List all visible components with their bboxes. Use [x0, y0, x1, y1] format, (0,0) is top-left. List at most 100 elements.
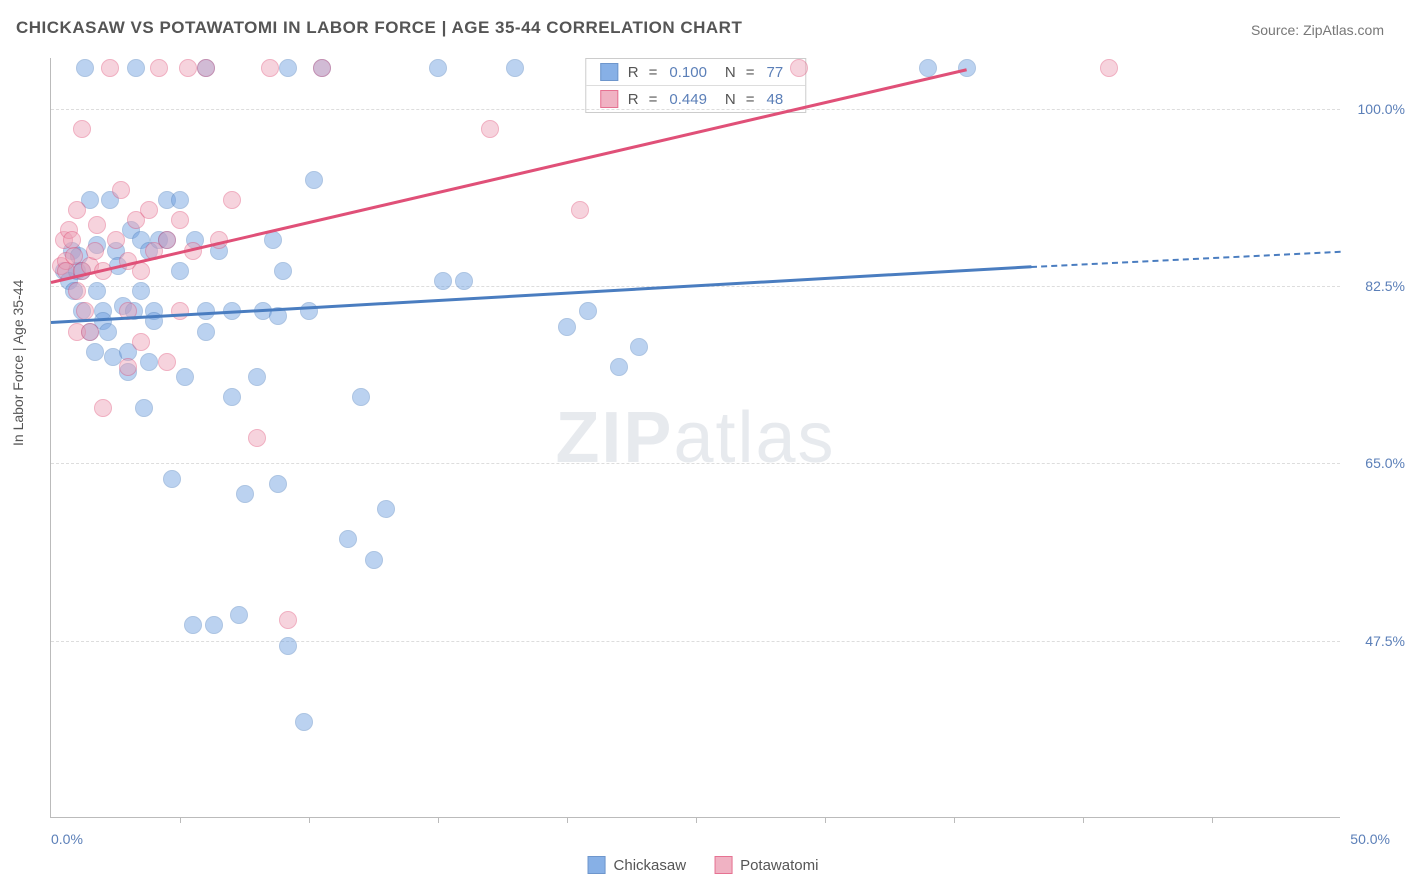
stat-r-value-0: 0.100: [669, 64, 707, 81]
scatter-point: [274, 262, 292, 280]
scatter-point: [579, 302, 597, 320]
x-tick: [309, 817, 310, 823]
stat-r-value-1: 0.449: [669, 91, 707, 108]
scatter-point: [455, 272, 473, 290]
scatter-point: [248, 429, 266, 447]
scatter-point: [112, 181, 130, 199]
scatter-point: [261, 59, 279, 77]
legend-swatch-potawatomi: [600, 90, 618, 108]
watermark-rest: atlas: [673, 398, 835, 478]
legend-item-potawatomi: Potawatomi: [714, 856, 818, 874]
scatter-point: [236, 485, 254, 503]
stat-legend: R = 0.100 N = 77 R = 0.449 N = 48: [585, 58, 806, 113]
bottom-legend: Chickasaw Potawatomi: [588, 856, 819, 874]
scatter-point: [171, 211, 189, 229]
x-tick: [825, 817, 826, 823]
scatter-point: [197, 59, 215, 77]
x-tick: [1083, 817, 1084, 823]
scatter-point: [101, 59, 119, 77]
scatter-point: [76, 302, 94, 320]
scatter-point: [88, 282, 106, 300]
chart-title: CHICKASAW VS POTAWATOMI IN LABOR FORCE |…: [16, 18, 742, 38]
legend-swatch-chickasaw: [588, 856, 606, 874]
scatter-point: [158, 231, 176, 249]
scatter-point: [127, 59, 145, 77]
y-tick-label: 82.5%: [1365, 278, 1405, 294]
scatter-point: [223, 388, 241, 406]
gridline: [51, 641, 1340, 642]
scatter-point: [279, 59, 297, 77]
stat-n-label: N: [725, 64, 736, 81]
scatter-point: [86, 242, 104, 260]
scatter-point: [68, 282, 86, 300]
stat-n-value-1: 48: [767, 91, 784, 108]
watermark-bold: ZIP: [555, 398, 673, 478]
legend-swatch-chickasaw: [600, 63, 618, 81]
scatter-point: [132, 333, 150, 351]
legend-label-potawatomi: Potawatomi: [740, 857, 818, 874]
scatter-point: [279, 611, 297, 629]
x-tick: [438, 817, 439, 823]
scatter-point: [295, 713, 313, 731]
stat-eq: =: [746, 91, 755, 108]
scatter-point: [205, 616, 223, 634]
scatter-point: [94, 399, 112, 417]
scatter-point: [365, 551, 383, 569]
legend-swatch-potawatomi: [714, 856, 732, 874]
stat-r-label: R: [628, 91, 639, 108]
x-tick: [696, 817, 697, 823]
x-tick-label: 0.0%: [51, 831, 83, 847]
scatter-point: [481, 120, 499, 138]
scatter-point: [264, 231, 282, 249]
scatter-point: [790, 59, 808, 77]
scatter-point: [352, 388, 370, 406]
trend-line: [1031, 251, 1341, 268]
stat-eq: =: [649, 64, 658, 81]
stat-r-label: R: [628, 64, 639, 81]
y-tick-label: 65.0%: [1365, 455, 1405, 471]
source-label: Source: ZipAtlas.com: [1251, 22, 1384, 38]
stat-row-chickasaw: R = 0.100 N = 77: [586, 59, 805, 86]
scatter-point: [434, 272, 452, 290]
scatter-point: [150, 59, 168, 77]
scatter-point: [158, 353, 176, 371]
gridline: [51, 109, 1340, 110]
scatter-point: [339, 530, 357, 548]
stat-eq: =: [649, 91, 658, 108]
scatter-point: [1100, 59, 1118, 77]
scatter-point: [429, 59, 447, 77]
scatter-point: [99, 323, 117, 341]
stat-n-value-0: 77: [767, 64, 784, 81]
scatter-point: [184, 616, 202, 634]
scatter-point: [86, 343, 104, 361]
scatter-point: [571, 201, 589, 219]
scatter-point: [163, 470, 181, 488]
watermark: ZIPatlas: [555, 397, 835, 479]
scatter-point: [197, 323, 215, 341]
scatter-point: [179, 59, 197, 77]
scatter-point: [269, 475, 287, 493]
scatter-point: [88, 216, 106, 234]
scatter-point: [176, 368, 194, 386]
chart-container: CHICKASAW VS POTAWATOMI IN LABOR FORCE |…: [0, 0, 1406, 892]
trend-line: [51, 266, 1032, 325]
scatter-point: [506, 59, 524, 77]
scatter-point: [171, 302, 189, 320]
scatter-point: [610, 358, 628, 376]
scatter-point: [76, 59, 94, 77]
scatter-point: [305, 171, 323, 189]
scatter-point: [558, 318, 576, 336]
scatter-point: [313, 59, 331, 77]
scatter-point: [171, 262, 189, 280]
y-tick-label: 100.0%: [1358, 101, 1405, 117]
scatter-point: [279, 637, 297, 655]
stat-n-label: N: [725, 91, 736, 108]
x-tick: [180, 817, 181, 823]
scatter-point: [140, 201, 158, 219]
scatter-point: [958, 59, 976, 77]
plot-area: ZIPatlas R = 0.100 N = 77 R = 0.449 N = …: [50, 58, 1340, 818]
scatter-point: [630, 338, 648, 356]
x-tick-label: 50.0%: [1350, 831, 1390, 847]
scatter-point: [171, 191, 189, 209]
scatter-point: [919, 59, 937, 77]
